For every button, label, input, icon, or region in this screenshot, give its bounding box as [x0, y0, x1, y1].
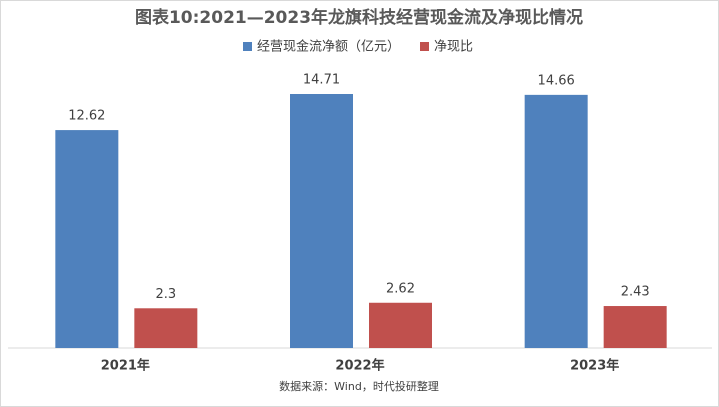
- legend-label: 净现比: [434, 40, 473, 55]
- legend-label: 经营现金流净额（亿元）: [257, 39, 400, 55]
- bar: [524, 94, 588, 348]
- bar: [603, 306, 667, 348]
- legend-swatch: [420, 42, 429, 51]
- bar: [369, 302, 432, 348]
- x-tick-label: 2023年: [570, 358, 619, 374]
- data-label: 14.71: [303, 73, 340, 88]
- bar: [290, 94, 353, 348]
- data-label: 14.66: [538, 73, 575, 88]
- x-tick-label: 2022年: [335, 358, 384, 374]
- bar: [134, 308, 198, 348]
- legend-swatch: [243, 42, 252, 51]
- bar: [55, 130, 119, 348]
- chart-title: 图表10:2021—2023年龙旗科技经营现金流及净现比情况: [135, 7, 583, 28]
- source-note: 数据来源：Wind，时代投研整理: [279, 379, 439, 393]
- x-tick-label: 2021年: [101, 358, 150, 374]
- data-label: 2.3: [155, 287, 176, 302]
- data-label: 2.43: [621, 285, 650, 300]
- data-label: 12.62: [68, 109, 105, 124]
- data-label: 2.62: [386, 281, 415, 296]
